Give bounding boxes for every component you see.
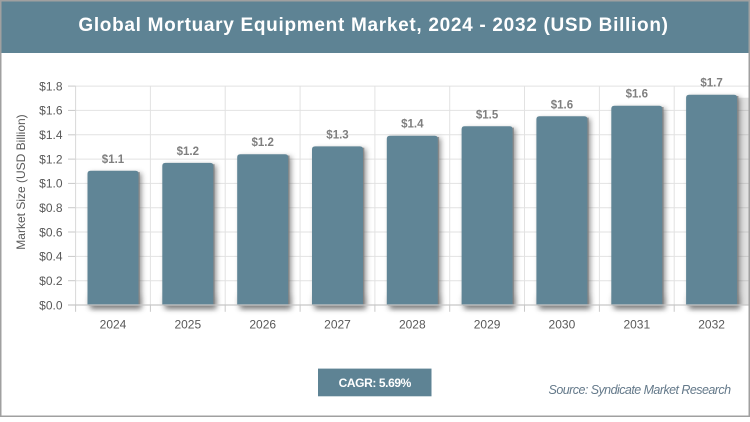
svg-text:Global Mortuary Equipment Mark: Global Mortuary Equipment Market, 2024 -… bbox=[78, 15, 668, 36]
svg-text:CAGR: 5.69%: CAGR: 5.69% bbox=[339, 376, 412, 390]
svg-text:2028: 2028 bbox=[399, 318, 426, 332]
svg-text:2026: 2026 bbox=[249, 318, 276, 332]
svg-text:2024: 2024 bbox=[100, 318, 127, 332]
svg-text:2025: 2025 bbox=[174, 318, 201, 332]
svg-text:$0.4: $0.4 bbox=[39, 250, 63, 264]
svg-text:$0.6: $0.6 bbox=[39, 225, 63, 239]
svg-text:2029: 2029 bbox=[474, 318, 501, 332]
svg-text:2030: 2030 bbox=[549, 318, 576, 332]
svg-text:$1.2: $1.2 bbox=[39, 152, 63, 166]
svg-text:2027: 2027 bbox=[324, 318, 351, 332]
svg-text:$1.6: $1.6 bbox=[39, 104, 63, 118]
svg-text:$0.0: $0.0 bbox=[39, 298, 63, 312]
svg-text:Source: Syndicate Market Resea: Source: Syndicate Market Research bbox=[549, 383, 732, 397]
svg-text:$1.4: $1.4 bbox=[39, 128, 63, 142]
svg-text:$1.2: $1.2 bbox=[177, 146, 199, 158]
svg-text:$1.2: $1.2 bbox=[252, 137, 274, 149]
svg-text:2032: 2032 bbox=[698, 318, 725, 332]
svg-text:$1.6: $1.6 bbox=[551, 99, 573, 111]
svg-text:$0.8: $0.8 bbox=[39, 201, 63, 215]
svg-text:$1.8: $1.8 bbox=[39, 79, 63, 93]
svg-text:$1.5: $1.5 bbox=[476, 109, 499, 121]
svg-text:$0.2: $0.2 bbox=[39, 274, 63, 288]
svg-text:$1.7: $1.7 bbox=[700, 78, 722, 90]
svg-text:$1.6: $1.6 bbox=[626, 89, 648, 101]
svg-text:2031: 2031 bbox=[623, 318, 650, 332]
svg-text:$1.1: $1.1 bbox=[102, 154, 125, 166]
svg-text:$1.0: $1.0 bbox=[39, 177, 63, 191]
svg-text:$1.3: $1.3 bbox=[326, 129, 348, 141]
svg-text:$1.4: $1.4 bbox=[401, 119, 424, 131]
svg-text:Market Size (USD Billion): Market Size (USD Billion) bbox=[14, 114, 28, 249]
